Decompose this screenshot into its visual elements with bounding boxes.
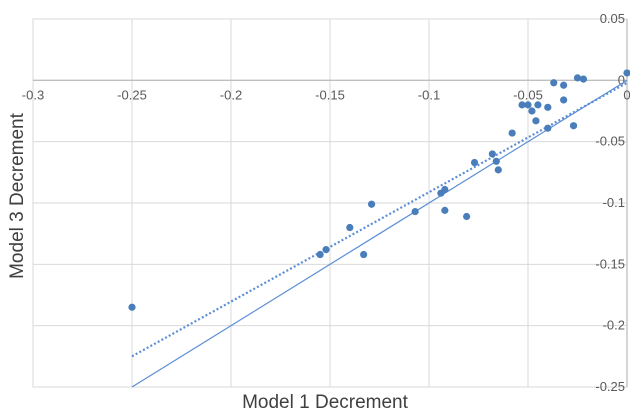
data-point	[550, 79, 558, 87]
data-point	[128, 303, 136, 311]
y-tick-label: 0	[618, 72, 625, 87]
trendline-dotted	[131, 81, 628, 358]
x-tick-label: -0.15	[315, 87, 345, 102]
data-point	[441, 185, 449, 194]
data-points	[128, 69, 630, 311]
data-point	[411, 207, 419, 216]
x-axis-title: Model 1 Decrement	[242, 392, 409, 412]
data-point	[534, 101, 542, 109]
y-tick-label: -0.15	[595, 256, 625, 271]
y-tick-label: -0.05	[595, 134, 625, 149]
data-point	[560, 96, 568, 104]
data-point	[316, 250, 324, 259]
y-tick-label: -0.2	[603, 318, 625, 333]
data-point	[360, 250, 368, 259]
x-tick-label: -0.1	[418, 87, 440, 102]
y-axis-title: Model 3 Decrement	[7, 112, 28, 279]
x-tick-label: -0.2	[220, 87, 242, 102]
data-point	[492, 157, 500, 165]
data-point	[573, 74, 582, 82]
y-tick-label: -0.1	[603, 195, 625, 210]
data-point	[579, 75, 588, 83]
data-point	[569, 122, 578, 130]
data-point	[367, 200, 376, 208]
x-tick-label: -0.05	[513, 87, 543, 102]
grid-layer	[32, 18, 628, 388]
data-point	[528, 107, 536, 115]
data-point	[488, 150, 496, 158]
y-tick-label: 0.05	[600, 11, 625, 26]
tick-labels: -0.3 -0.25 -0.2 -0.15 -0.1 -0.05 0 0.05 0 -0.05 -0…	[22, 11, 630, 394]
data-point	[623, 69, 630, 77]
x-tick-label: 0	[623, 87, 630, 102]
data-point	[322, 246, 330, 254]
data-point	[524, 101, 532, 109]
data-point	[544, 103, 552, 111]
data-point	[346, 223, 354, 232]
data-point	[494, 166, 502, 174]
data-point	[508, 129, 516, 137]
data-point	[560, 81, 568, 89]
data-point	[463, 212, 471, 221]
data-point	[544, 124, 552, 132]
reference-line-solid	[131, 79, 628, 388]
data-point	[470, 158, 479, 167]
x-tick-label: -0.25	[117, 87, 147, 102]
data-point	[518, 101, 526, 109]
data-point	[441, 206, 449, 214]
x-tick-label: -0.3	[22, 87, 44, 102]
reference-lines	[131, 79, 628, 388]
data-point	[532, 117, 540, 125]
y-tick-label: -0.25	[595, 379, 625, 394]
